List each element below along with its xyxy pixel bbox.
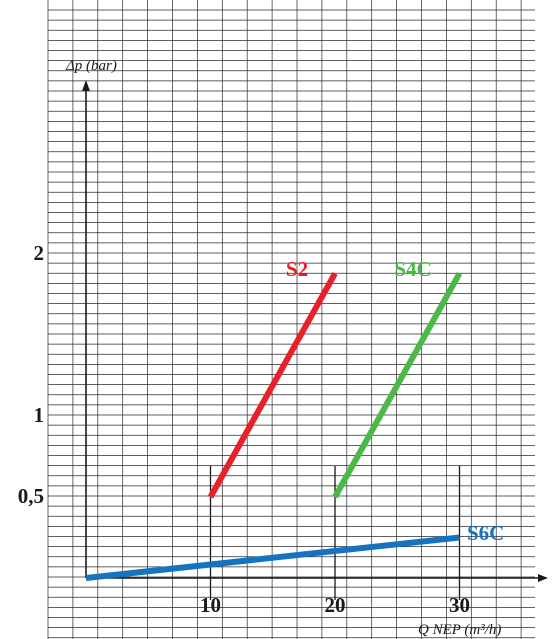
y-tick-label: 2 (34, 241, 45, 265)
axes (82, 80, 548, 582)
series-label-s2: S2 (286, 257, 308, 281)
series-label-s6c: S6C (467, 521, 504, 545)
y-tick-label: 1 (34, 403, 45, 427)
series (85, 271, 463, 581)
x-tick-label: 30 (449, 593, 470, 617)
x-axis-label: Q NEP (m³/h) (418, 622, 501, 638)
y-axis-label: Δp (bar) (65, 58, 117, 74)
x-tick-label: 20 (325, 593, 346, 617)
labels: Δp (bar) Q NEP (m³/h) 10 20 30 0,5 1 2 S2 S4C S6… (18, 58, 505, 638)
series-label-s4c: S4C (394, 257, 431, 281)
grid (47, 0, 535, 639)
x-axis-arrow-icon (538, 574, 548, 582)
y-tick-label: 0,5 (18, 484, 44, 508)
x-tick-label: 10 (200, 593, 221, 617)
series-line-s6c (85, 534, 460, 581)
y-axis-arrow-icon (82, 80, 90, 91)
series-line-s4c (332, 271, 463, 499)
series-line-s2 (207, 271, 338, 499)
